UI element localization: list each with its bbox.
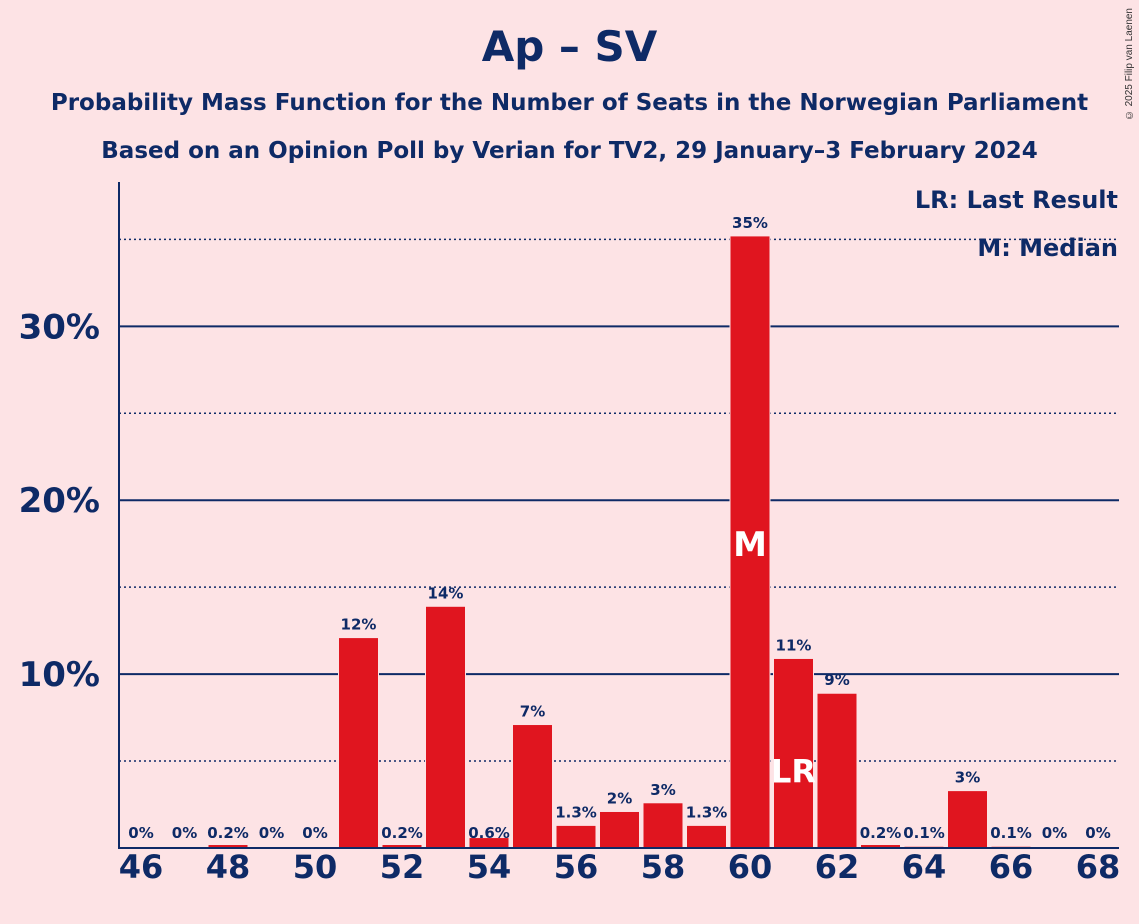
bars <box>207 235 1032 849</box>
data-label: 0.2% <box>860 824 902 842</box>
data-label: 0% <box>259 824 284 842</box>
bar <box>729 235 771 849</box>
x-tick-label: 54 <box>467 848 512 886</box>
y-tick-label: 30% <box>19 307 100 347</box>
data-label: 1.3% <box>686 803 728 821</box>
data-label: 0.6% <box>468 824 510 842</box>
data-label: 11% <box>776 636 812 654</box>
y-tick-label: 10% <box>19 655 100 695</box>
bar <box>512 724 553 849</box>
x-tick-label: 64 <box>902 848 947 886</box>
bar <box>555 824 597 849</box>
legend-last-result: LR: Last Result <box>914 186 1118 214</box>
x-tick-label: 52 <box>380 848 425 886</box>
bar <box>773 657 814 849</box>
x-tick-label: 46 <box>119 848 164 886</box>
chart-source-subtitle: Based on an Opinion Poll by Verian for T… <box>101 138 1038 164</box>
chart-subtitle: Probability Mass Function for the Number… <box>50 90 1089 116</box>
data-label: 9% <box>824 671 849 689</box>
x-tick-label: 60 <box>728 848 773 886</box>
x-tick-label: 62 <box>815 848 860 886</box>
data-label: 12% <box>341 616 377 634</box>
bar <box>338 637 379 849</box>
data-label: 0.1% <box>990 824 1032 842</box>
data-label: 0.2% <box>207 824 249 842</box>
data-labels: 0% 0% 0.2% 0% 0% 12% 0.2% 14% 0.6% 7% 1.3% 2% 3% 1.3%… <box>128 214 1110 842</box>
bar <box>947 790 988 849</box>
data-label: 0% <box>1042 824 1067 842</box>
data-label: 0% <box>302 824 327 842</box>
median-marker: M <box>733 525 767 565</box>
axes: 10% 20% 30% 46 48 50 52 54 56 58 60 62 64 66 68 <box>19 182 1121 886</box>
bar <box>599 810 640 849</box>
data-label: 0% <box>128 824 153 842</box>
data-label: 35% <box>732 214 768 232</box>
data-label: 0.1% <box>903 824 945 842</box>
x-tick-label: 68 <box>1076 848 1121 886</box>
x-tick-label: 50 <box>293 848 338 886</box>
legend-median: M: Median <box>977 234 1118 262</box>
data-label: 2% <box>607 789 632 807</box>
x-tick-label: 58 <box>641 848 686 886</box>
data-label: 3% <box>650 781 675 799</box>
bar <box>686 824 727 849</box>
bar <box>425 605 466 849</box>
x-tick-label: 48 <box>206 848 251 886</box>
chart-title: Ap – SV <box>481 22 658 71</box>
data-label: 0.2% <box>381 824 423 842</box>
data-label: 1.3% <box>555 803 597 821</box>
x-tick-label: 66 <box>989 848 1034 886</box>
data-label: 0% <box>1085 824 1110 842</box>
data-label: 7% <box>520 703 545 721</box>
bar <box>816 692 858 849</box>
last-result-marker: LR <box>771 752 816 790</box>
data-label: 3% <box>955 769 980 787</box>
data-label: 14% <box>428 584 464 602</box>
gridlines <box>119 238 1119 762</box>
y-tick-label: 20% <box>19 481 100 521</box>
bar <box>642 802 684 849</box>
data-label: 0% <box>172 824 197 842</box>
x-tick-label: 56 <box>554 848 599 886</box>
